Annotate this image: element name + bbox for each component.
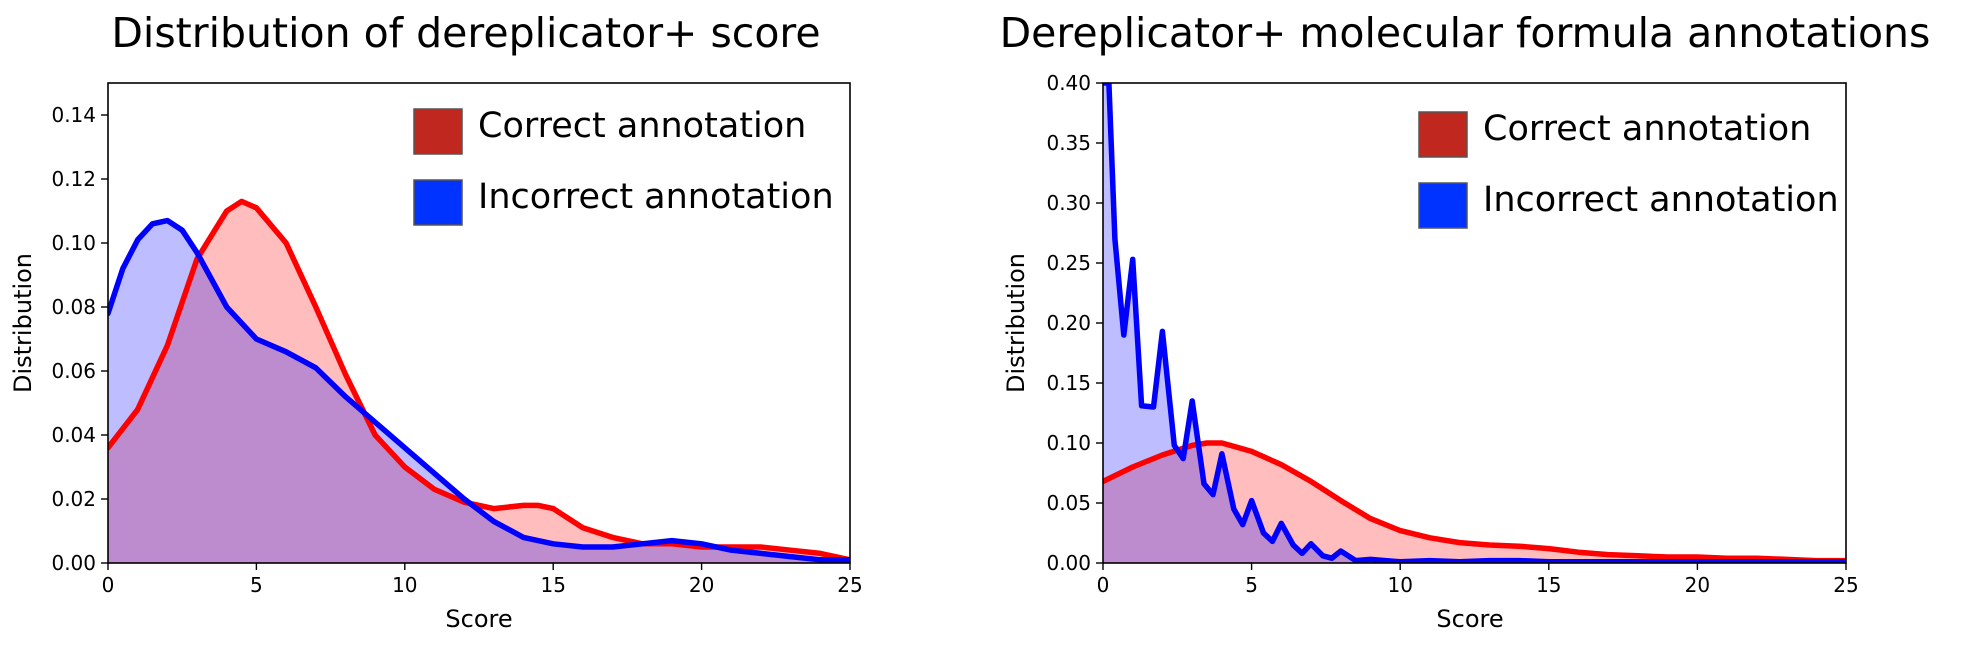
series-line-incorrect	[1103, 83, 1846, 563]
legend-label-correct: Correct annotation	[478, 106, 806, 146]
x-axis-label: Score	[1436, 605, 1503, 633]
legend-swatch-incorrect	[413, 179, 463, 226]
y-tick-label: 0.40	[1046, 71, 1091, 95]
y-tick-label: 0.30	[1046, 191, 1091, 215]
y-axis-label: Distribution	[9, 253, 37, 393]
series-line-incorrect	[108, 217, 850, 563]
legend: Correct annotation Incorrect annotation	[413, 106, 834, 226]
area-fill-incorrect	[108, 220, 850, 563]
area-fill-correct	[108, 201, 850, 563]
plot-area: 0 5 10 15 20 25 0.00 0.02 0.04 0.06 0.08 0.10 0.12 0.…	[51, 82, 863, 597]
x-tick-label: 15	[540, 573, 565, 597]
legend-label-incorrect: Incorrect annotation	[1483, 180, 1839, 220]
x-tick-label: 10	[1387, 573, 1412, 597]
x-tick-label: 0	[1097, 573, 1110, 597]
y-tick-label: 0.02	[51, 487, 96, 511]
y-tick-label: 0.20	[1046, 311, 1091, 335]
x-tick-label: 5	[250, 573, 263, 597]
legend-swatch-correct	[1418, 111, 1468, 158]
chart-score-distribution: Distribution of dereplicator+ score Scor…	[9, 9, 863, 633]
y-tick-label: 0.10	[51, 231, 96, 255]
x-tick-label: 25	[837, 573, 862, 597]
series-line-correct	[1103, 440, 1846, 563]
x-tick-label: 0	[102, 573, 115, 597]
area-layer	[1103, 83, 1846, 563]
x-tick-label: 5	[1245, 573, 1258, 597]
y-tick-label: 0.06	[51, 359, 96, 383]
x-axis-label: Score	[445, 605, 512, 633]
y-tick-label: 0.15	[1046, 371, 1091, 395]
y-tick-label: 0.04	[51, 423, 96, 447]
x-tick-label: 15	[1536, 573, 1561, 597]
y-tick-label: 0.08	[51, 295, 96, 319]
x-tick-label: 10	[392, 573, 417, 597]
y-tick-label: 0.14	[51, 103, 96, 127]
legend-label-correct: Correct annotation	[1483, 109, 1811, 149]
chart-title: Distribution of dereplicator+ score	[111, 9, 820, 57]
y-tick-label: 0.00	[51, 551, 96, 575]
y-tick-label: 0.10	[1046, 431, 1091, 455]
chart-molecular-formula: Dereplicator+ molecular formula annotati…	[1000, 9, 1931, 633]
x-tick-label: 20	[1685, 573, 1710, 597]
x-tick-label: 20	[689, 573, 714, 597]
area-layer	[108, 198, 850, 563]
legend-swatch-incorrect	[1418, 182, 1468, 229]
legend: Correct annotation Incorrect annotation	[1418, 109, 1839, 229]
y-tick-label: 0.00	[1046, 551, 1091, 575]
y-tick-label: 0.25	[1046, 251, 1091, 275]
chart-title: Dereplicator+ molecular formula annotati…	[1000, 9, 1931, 57]
plot-area: 0 5 10 15 20 25 0.00 0.05 0.10 0.15 0.20 0.25 0.30 0.…	[1046, 71, 1858, 597]
axes-frame	[107, 82, 851, 564]
legend-swatch-correct	[413, 108, 463, 155]
area-fill-incorrect	[1103, 83, 1846, 563]
legend-label-incorrect: Incorrect annotation	[478, 177, 834, 217]
y-tick-label: 0.05	[1046, 491, 1091, 515]
y-tick-label: 0.12	[51, 167, 96, 191]
y-axis-label: Distribution	[1002, 253, 1030, 393]
y-tick-label: 0.35	[1046, 131, 1091, 155]
x-tick-label: 25	[1833, 573, 1858, 597]
